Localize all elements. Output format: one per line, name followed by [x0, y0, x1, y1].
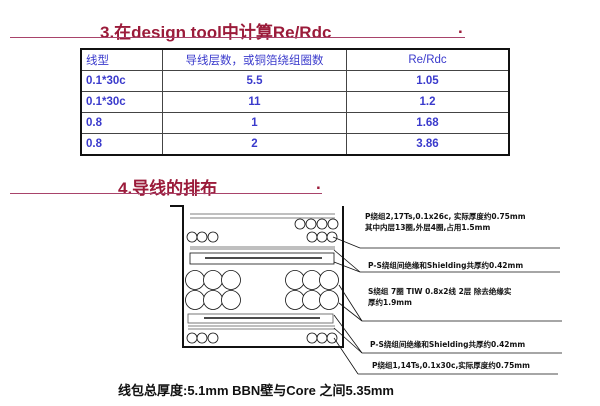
wire-circle [196, 332, 208, 344]
section3-dot: . [458, 18, 463, 37]
cell-layers: 2 [162, 133, 347, 156]
wire-circle [326, 332, 338, 344]
wire-circle [203, 290, 223, 310]
cell-re-rdc: 1.05 [346, 70, 510, 92]
wire-circle [326, 231, 338, 243]
wire-circle [203, 270, 223, 290]
re-rdc-table: 线型 导线层数，或铜箔绕组圈数 Re/Rdc 0.1*30c 5.5 1.05 0.… [80, 48, 510, 156]
cell-re-rdc: 3.86 [346, 133, 510, 156]
wire-circle [285, 290, 305, 310]
section4-dot: . [316, 174, 321, 193]
wire-circle [316, 218, 328, 230]
wire-circle [221, 270, 241, 290]
cell-wire-type: 0.8 [80, 133, 163, 156]
cell-re-rdc: 1.2 [346, 91, 510, 113]
wire-circle [327, 218, 339, 230]
table-row: 0.8 2 3.86 [80, 133, 510, 156]
table-row: 0.8 1 1.68 [80, 112, 510, 134]
wire-circle [294, 218, 306, 230]
wire-circle [186, 332, 198, 344]
wire-circle [207, 332, 219, 344]
wire-circle [316, 231, 328, 243]
leader-lines [332, 236, 562, 375]
cell-layers: 1 [162, 112, 347, 134]
summary-text: 线包总厚度:5.1mm BBN壁与Core 之间5.35mm [118, 383, 394, 398]
label-s-line1: S绕组 7圈 TIW 0.8x2线 2层 除去绝缘实 [368, 286, 512, 296]
wire-circle [319, 290, 339, 310]
label-s-line2: 厚约1.9mm [368, 297, 412, 307]
wire-circle [302, 270, 322, 290]
cell-re-rdc: 1.68 [346, 112, 510, 134]
section3-underline [10, 37, 465, 38]
bobbin [170, 205, 344, 348]
section4-underline [10, 193, 322, 194]
wire-circle [185, 290, 205, 310]
wire-circle [316, 332, 328, 344]
wire-circles [185, 218, 339, 344]
wire-circle [196, 231, 208, 243]
label-ps2: P-S绕组间绝缘和Shielding共厚约0.42mm [370, 339, 525, 349]
cell-wire-type: 0.8 [80, 112, 163, 134]
wire-circle [207, 231, 219, 243]
label-ps1: P-S绕组间绝缘和Shielding共厚约0.42mm [368, 260, 523, 270]
label-p1: P绕组1,14Ts,0.1x30c,实际厚度约0.75mm [372, 360, 530, 370]
wire-circle [319, 270, 339, 290]
wire-circle [186, 231, 198, 243]
layer-lines [187, 213, 335, 330]
label-p2-line2: 其中内层13圈,外层4圈,占用1.5mm [365, 222, 490, 232]
wire-circle [185, 270, 205, 290]
table-row: 0.1*30c 11 1.2 [80, 91, 510, 113]
wire-circle [305, 218, 317, 230]
wire-circle [302, 290, 322, 310]
label-p2-line1: P绕组2,17Ts,0.1x26c, 实际厚度约0.75mm [365, 211, 526, 221]
wire-circle [221, 290, 241, 310]
table-row: 0.1*30c 5.5 1.05 [80, 70, 510, 92]
header-layers: 导线层数，或铜箔绕组圈数 [162, 48, 347, 71]
wire-circle [306, 332, 318, 344]
wire-circle [306, 231, 318, 243]
wire-circle [285, 270, 305, 290]
